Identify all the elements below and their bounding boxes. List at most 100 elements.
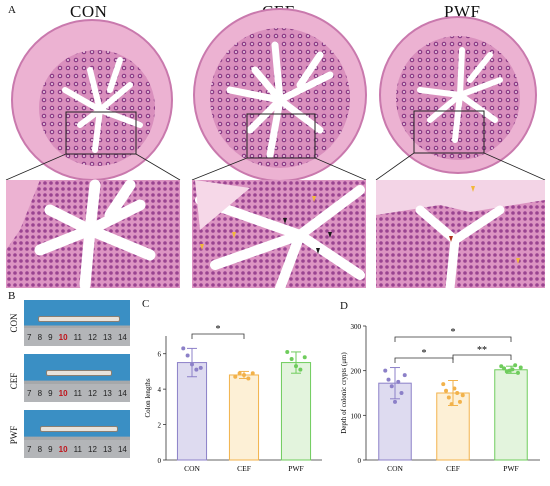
histology-cef-zoom xyxy=(192,180,366,290)
x-tick-label: CEF xyxy=(237,464,251,473)
ruler-tick: 14 xyxy=(117,388,127,398)
histology-panel xyxy=(5,8,546,290)
data-point xyxy=(181,346,186,351)
ruler-tick: 7 xyxy=(27,388,32,398)
data-point xyxy=(455,391,460,395)
ruler-tick: 12 xyxy=(88,332,97,342)
colon-specimen-pwf xyxy=(40,426,118,432)
ruler-tick: 13 xyxy=(102,444,112,454)
x-tick-label: CON xyxy=(184,464,200,473)
colon-photo-cef: 7 8 9 10 11 12 13 14 xyxy=(24,354,130,402)
photo-label-pwf: PWF xyxy=(9,425,19,445)
histology-pwf-overview xyxy=(379,16,537,174)
data-point xyxy=(185,353,190,358)
y-axis-label: Colon lengths xyxy=(144,378,152,417)
colon-specimen-con xyxy=(38,316,120,322)
data-point xyxy=(515,370,520,375)
ruler-pwf: 7 8 9 10 11 12 13 14 xyxy=(24,440,130,458)
data-point xyxy=(302,355,307,360)
bar-pwf xyxy=(280,362,312,461)
significance-label: * xyxy=(216,324,221,335)
data-point xyxy=(444,388,449,393)
histology-con-zoom xyxy=(6,179,180,290)
y-tick-label: 300 xyxy=(351,323,362,331)
ruler-tick: 8 xyxy=(37,332,43,342)
significance-bracket xyxy=(452,354,512,360)
x-tick-label: CEF xyxy=(446,464,460,473)
data-point xyxy=(393,399,397,404)
photo-label-cef: CEF xyxy=(9,372,19,390)
data-point xyxy=(237,371,242,376)
ruler-tick: 9 xyxy=(48,332,53,342)
x-tick-label: PWF xyxy=(503,464,518,473)
y-axis-label: Depth of colonic crypts (μm) xyxy=(340,352,348,434)
ruler-tick: 9 xyxy=(48,444,53,454)
y-tick-label: 2 xyxy=(158,422,162,430)
significance-bracket xyxy=(394,336,512,342)
colon-specimen-cef xyxy=(46,370,112,376)
data-point xyxy=(294,364,298,369)
data-point xyxy=(402,373,407,378)
bar-pwf xyxy=(494,369,528,461)
panel-letter-a: A xyxy=(8,4,16,16)
colon-photo-pwf: 7 8 9 10 11 12 13 14 xyxy=(24,410,130,458)
data-point xyxy=(460,393,465,398)
histology-pwf-zoom xyxy=(376,180,545,290)
x-tick-label: PWF xyxy=(288,464,303,473)
y-tick-label: 100 xyxy=(351,412,362,420)
data-point xyxy=(518,365,523,370)
ruler-tick: 7 xyxy=(27,332,32,342)
ruler-tick: 10 xyxy=(58,332,68,342)
data-point xyxy=(250,371,255,376)
significance-bracket xyxy=(191,333,245,339)
chart-crypt-depth: 0 100 200 300 Depth of colonic crypts (μm) CO… xyxy=(340,323,540,473)
ruler-tick: 8 xyxy=(37,388,43,398)
data-point xyxy=(457,399,462,404)
data-point xyxy=(389,384,394,389)
y-tick-label: 4 xyxy=(158,386,162,394)
data-point xyxy=(289,357,294,362)
significance-label: * xyxy=(422,348,427,359)
data-point xyxy=(399,391,404,395)
data-point xyxy=(198,365,203,370)
data-point xyxy=(383,368,388,373)
photo-label-con: CON xyxy=(9,313,19,333)
ruler-tick: 12 xyxy=(88,444,97,454)
data-point xyxy=(499,364,504,369)
histology-cef-overview xyxy=(193,8,367,182)
panel-letter-b: B xyxy=(8,290,16,302)
data-point xyxy=(510,367,515,372)
ruler-tick: 11 xyxy=(73,332,82,342)
ruler-con: 7 8 9 10 11 12 13 14 xyxy=(24,328,130,346)
ruler-tick: 14 xyxy=(117,444,127,454)
data-point xyxy=(513,363,518,368)
data-point xyxy=(194,367,199,372)
data-point xyxy=(246,376,251,381)
data-point xyxy=(396,379,401,384)
ruler-tick: 13 xyxy=(102,388,112,398)
data-point xyxy=(285,349,290,354)
data-point xyxy=(452,386,457,391)
colon-photo-con: 7 8 9 10 11 12 13 14 xyxy=(24,300,130,346)
x-tick-label: CON xyxy=(387,464,403,473)
zoom-lines xyxy=(5,152,546,181)
y-tick-label: 200 xyxy=(351,368,362,376)
bar-cef xyxy=(228,374,260,461)
ruler-tick: 13 xyxy=(102,332,112,342)
significance-bracket xyxy=(394,357,454,363)
ruler-tick: 7 xyxy=(27,444,32,454)
data-point xyxy=(233,374,238,379)
ruler-tick: 14 xyxy=(117,332,127,342)
ruler-tick: 10 xyxy=(58,388,68,398)
ruler-cef: 7 8 9 10 11 12 13 14 xyxy=(24,384,130,402)
ruler-tick: 9 xyxy=(48,388,53,398)
panel-letter-c: C xyxy=(142,298,150,310)
ruler-tick: 11 xyxy=(73,444,82,454)
histology-title-con: CON xyxy=(70,2,108,21)
data-point xyxy=(386,377,391,382)
significance-label: ** xyxy=(477,345,487,356)
ruler-tick: 10 xyxy=(58,444,68,454)
data-point xyxy=(446,395,451,400)
y-tick-label: 6 xyxy=(158,351,162,359)
histology-con-overview xyxy=(11,19,173,181)
